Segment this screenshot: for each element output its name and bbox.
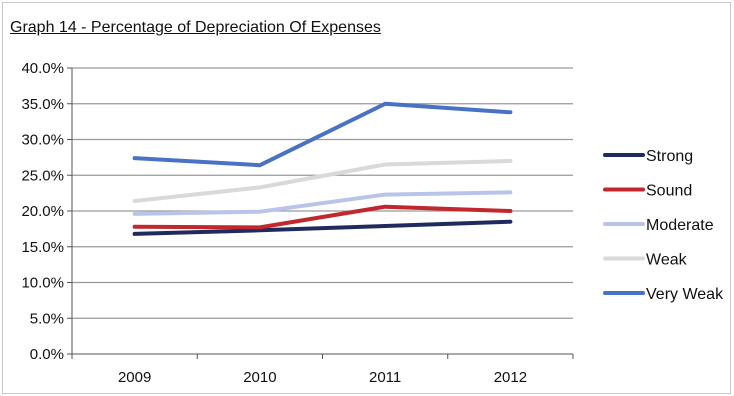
series-line-moderate <box>132 190 513 216</box>
y-tick-label: 5.0% <box>30 310 64 327</box>
x-tick-label: 2010 <box>243 369 276 386</box>
legend-label: Sound <box>646 183 692 200</box>
x-tick-label: 2009 <box>118 369 151 386</box>
y-tick-label: 10.0% <box>21 275 64 292</box>
legend-label: Weak <box>646 252 688 269</box>
series-lines <box>132 101 513 236</box>
y-tick-label: 15.0% <box>21 239 64 256</box>
y-tick-label: 30.0% <box>21 132 64 149</box>
series-line-strong <box>132 219 513 236</box>
chart-title: Graph 14 - Percentage of Depreciation Of… <box>10 19 381 36</box>
y-tick-label: 20.0% <box>21 203 64 220</box>
legend: Strong Sound Moderate Weak Very Weak <box>603 148 724 303</box>
y-tick-label: 25.0% <box>21 167 64 184</box>
legend-label: Strong <box>646 148 693 165</box>
x-tick-label: 2011 <box>369 369 401 386</box>
y-tick-label: 0.0% <box>30 346 64 363</box>
y-tick-label: 35.0% <box>21 96 64 113</box>
series-line-sound <box>132 204 513 230</box>
y-tick-label: 40.0% <box>21 60 64 77</box>
y-axis-ticks: 0.0% 5.0% 10.0% 15.0% 20.0% 25.0% 30.0% 35.0% 40… <box>21 60 72 363</box>
x-tick-label: 2012 <box>494 369 527 386</box>
x-axis-ticks: 2009 2010 2011 2012 <box>71 354 574 386</box>
legend-label: Very Weak <box>646 286 724 303</box>
legend-label: Moderate <box>646 217 714 234</box>
series-line-weak <box>132 158 513 203</box>
series-line-very-weak <box>132 101 513 168</box>
